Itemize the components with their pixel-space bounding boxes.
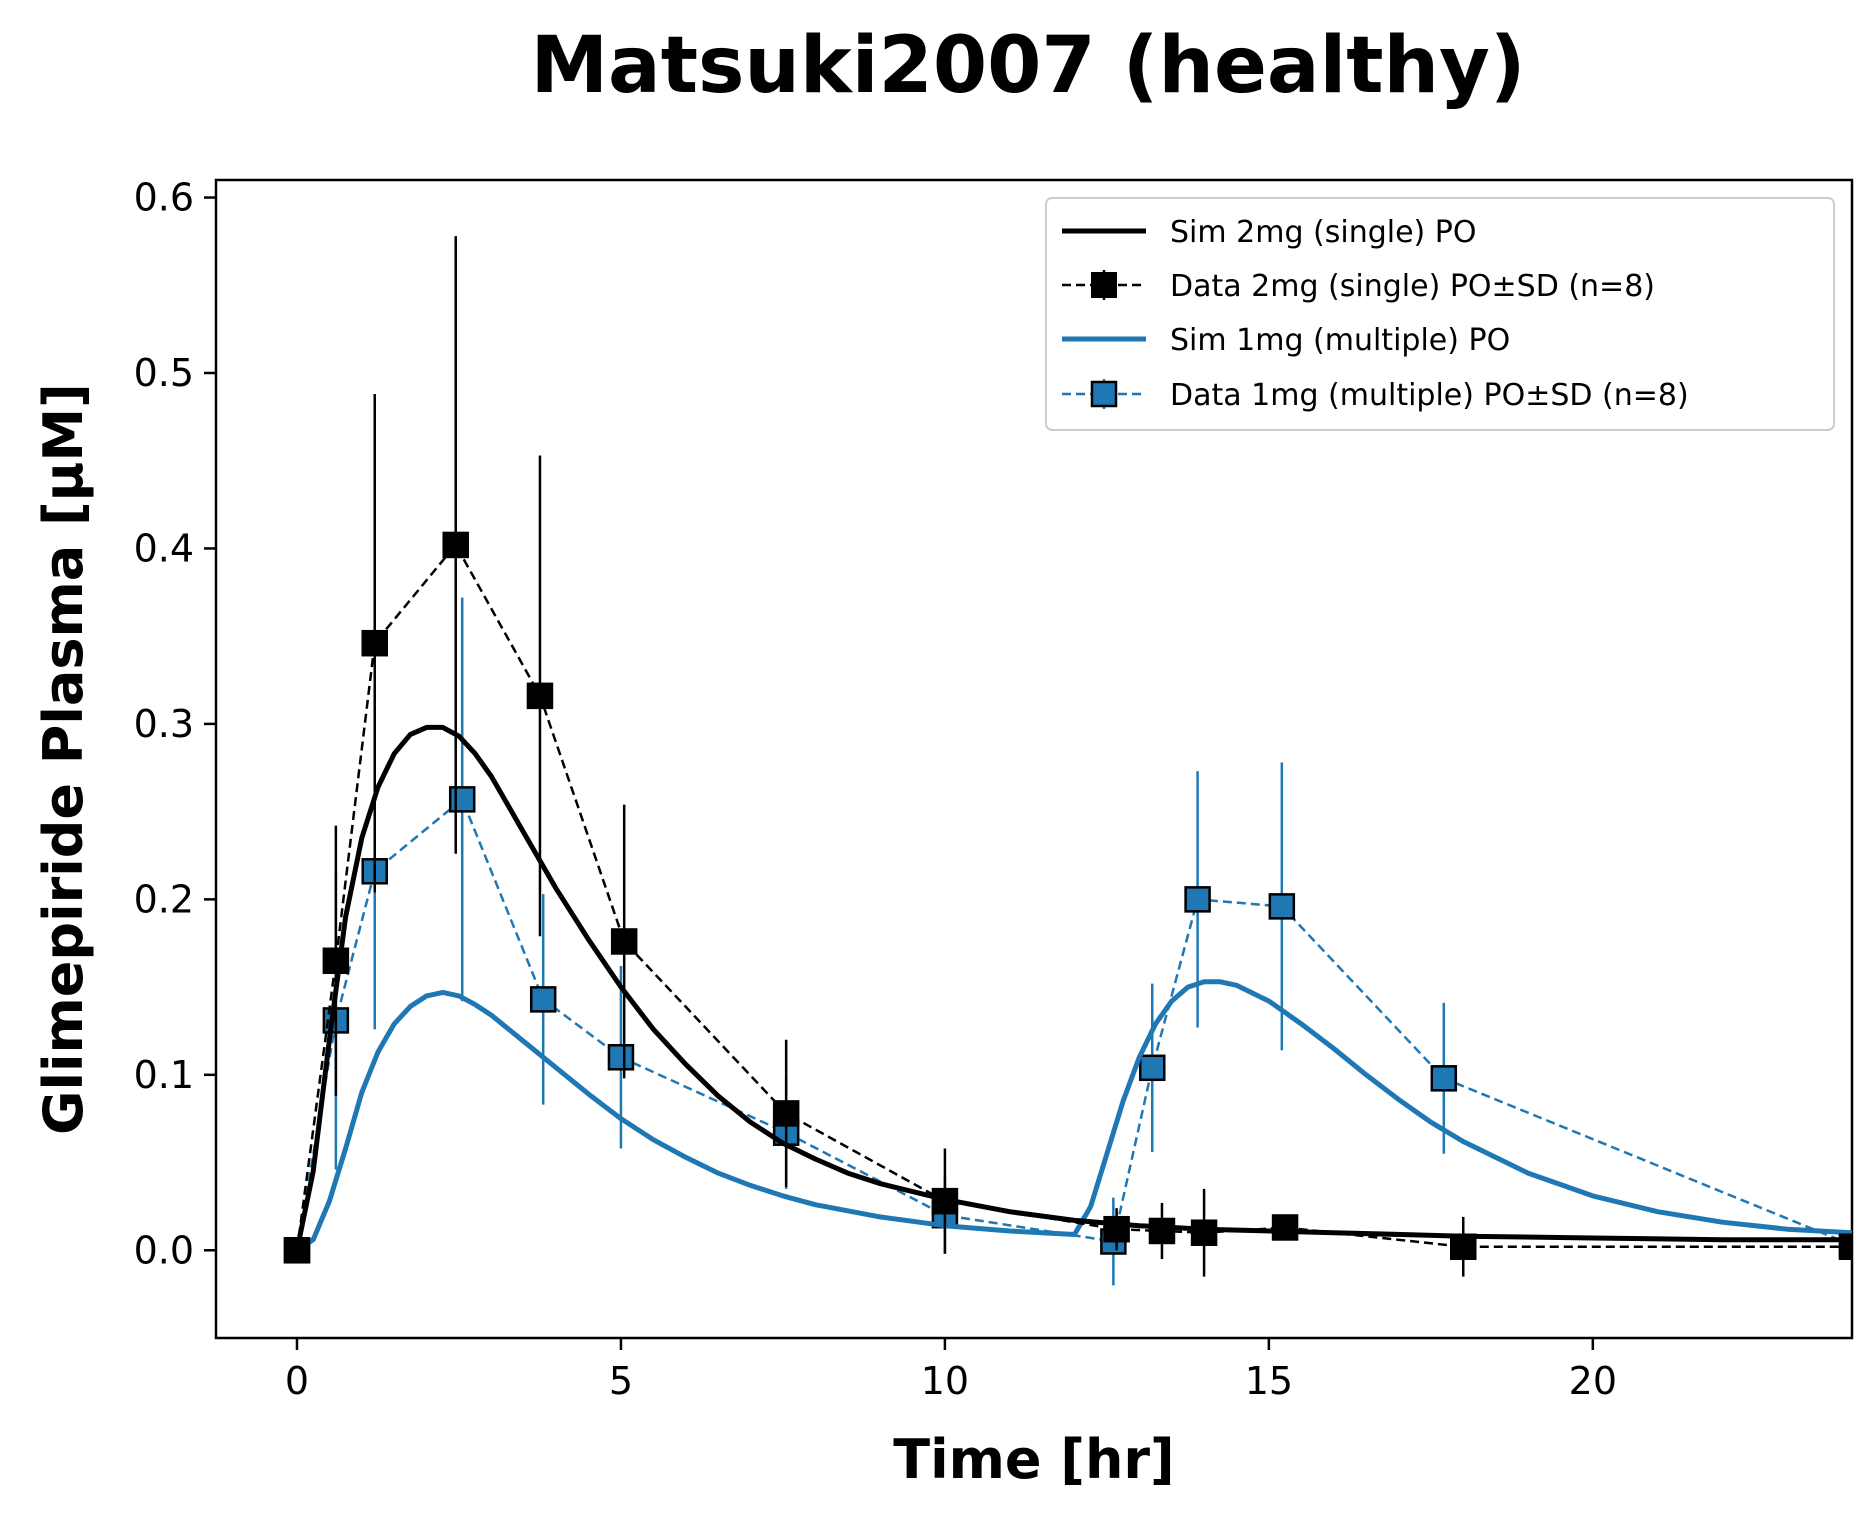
legend-swatch-data-1mg-marker: [1090, 380, 1118, 408]
series-sim-1mg-multiple-po: [295, 979, 1852, 1253]
x-tick-label: 20: [1569, 1359, 1617, 1403]
chart-title: Matsuki2007 (healthy): [530, 21, 1525, 111]
legend-frame: [1045, 197, 1835, 431]
y-axis-ticks: 0.0 0.1 0.2 0.3 0.4 0.5 0.6: [134, 176, 216, 1272]
data-point: [772, 1100, 800, 1127]
data-point: [1271, 1214, 1299, 1241]
data-point: [1268, 893, 1296, 920]
y-tick-label: 0.2: [134, 877, 194, 921]
data-point: [442, 531, 469, 559]
legend-label-data-2mg: Data 2mg (single) PO±SD (n=8): [1170, 269, 1655, 304]
x-tick-label: 5: [609, 1359, 633, 1403]
series-sim-2mg-single-po: [294, 724, 1852, 1251]
y-tick-label: 0.1: [134, 1053, 194, 1097]
sim-line: [295, 979, 1852, 1253]
y-tick-label: 0.6: [134, 176, 194, 220]
sim-line: [294, 724, 1852, 1251]
legend: Sim 2mg (single) PO Data 2mg (single) PO…: [1045, 197, 1835, 431]
data-point: [607, 1044, 635, 1071]
legend-swatch-data-2mg-marker: [1091, 272, 1117, 298]
data-point: [361, 629, 388, 657]
data-connector-line: [295, 797, 1852, 1251]
data-point: [1190, 1219, 1218, 1246]
data-point: [610, 928, 638, 955]
y-tick-label: 0.5: [134, 351, 194, 395]
data-point: [1148, 1217, 1176, 1245]
x-tick-label: 15: [1245, 1359, 1293, 1403]
x-axis-label: Time [hr]: [893, 1428, 1174, 1491]
x-tick-label: 10: [921, 1359, 969, 1403]
data-point: [529, 986, 557, 1013]
x-tick-label: 0: [285, 1359, 309, 1403]
data-point: [1138, 1054, 1166, 1082]
legend-label-data-1mg: Data 1mg (multiple) PO±SD (n=8): [1170, 378, 1689, 413]
y-tick-label: 0.0: [134, 1228, 194, 1272]
y-tick-label: 0.3: [134, 702, 194, 746]
legend-label-sim-1mg: Sim 1mg (multiple) PO: [1170, 323, 1510, 358]
series-data-2mg-single-po-sd-n-8: [283, 236, 1852, 1277]
series-layer: [283, 236, 1852, 1286]
data-point: [1184, 886, 1211, 913]
x-axis-ticks: 0 5 10 15 20: [285, 1338, 1617, 1403]
data-point: [1430, 1065, 1458, 1092]
data-point: [526, 682, 554, 710]
data-point: [322, 947, 350, 975]
data-point: [448, 786, 476, 813]
data-connector-line: [295, 542, 1852, 1251]
legend-label-sim-2mg: Sim 2mg (single) PO: [1170, 215, 1477, 250]
y-axis-label: Glimepiride Plasma [μM]: [32, 383, 95, 1135]
y-tick-label: 0.4: [134, 526, 194, 570]
